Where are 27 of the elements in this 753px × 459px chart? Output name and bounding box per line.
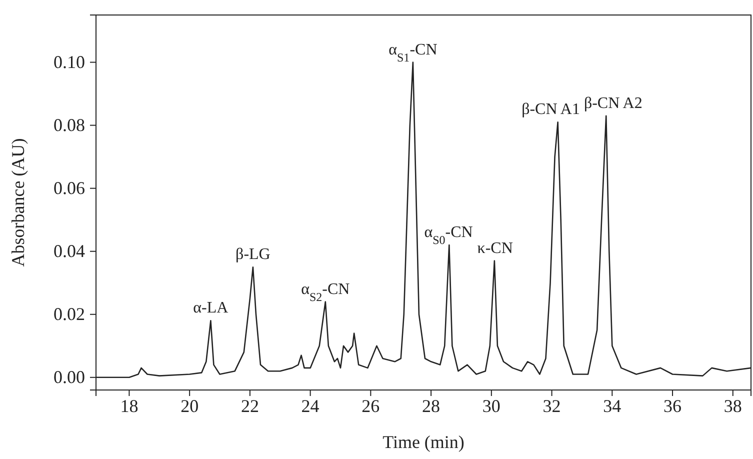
annotation: α$_{S0}$-CN (424, 224, 474, 248)
x-tick-label: 38 (724, 396, 742, 416)
annotation: β-CN A1 (522, 101, 580, 118)
annotation: α$_{S1}$-CN (388, 41, 438, 64)
annotation: α-LA (193, 300, 229, 317)
x-tick-label: 36 (664, 396, 682, 416)
annotation: β-CN A2 (584, 94, 642, 112)
x-tick-label: 30 (482, 396, 500, 416)
y-tick-label: 0.00 (54, 367, 85, 388)
annotation: α$_{S2}$-CN (301, 280, 350, 304)
y-tick-label: 0.02 (54, 304, 85, 324)
y-tick-label: 0.06 (54, 178, 85, 198)
y-tick-label: 0.04 (54, 241, 85, 262)
x-tick-label: 18 (120, 396, 138, 416)
annotation: β-LG (236, 246, 271, 264)
x-tick-label: 28 (422, 396, 440, 416)
x-tick-label: 26 (362, 396, 380, 416)
y-tick-label: 0.08 (54, 115, 85, 136)
x-tick-label: 24 (301, 396, 320, 416)
x-axis-title: Time (min) (382, 432, 464, 452)
y-axis-title: Absorbance (AU) (8, 138, 28, 267)
x-tick-label: 34 (603, 396, 622, 416)
annotation: κ-CN (477, 240, 514, 257)
x-tick-label: 20 (180, 396, 199, 416)
x-tick-label: 22 (240, 396, 259, 416)
y-tick-label: 0.10 (54, 52, 85, 72)
x-tick-label: 32 (542, 396, 561, 416)
